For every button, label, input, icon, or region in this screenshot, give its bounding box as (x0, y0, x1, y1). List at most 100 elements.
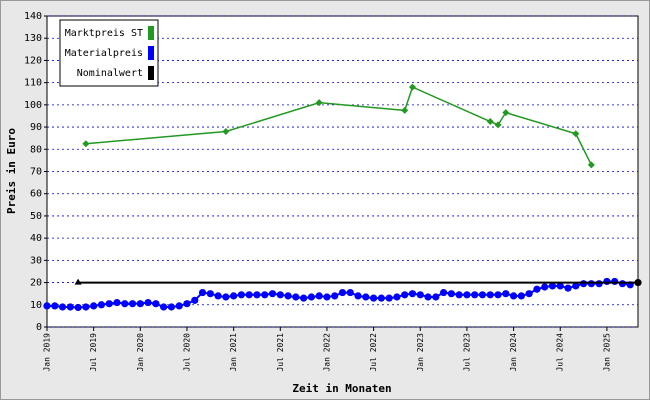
point (74, 278, 82, 285)
point (548, 282, 557, 290)
point (175, 302, 183, 310)
point (579, 280, 588, 288)
point (603, 277, 611, 286)
y-tick-label: 40 (30, 233, 42, 244)
legend-label: Materialpreis (65, 48, 143, 59)
point (144, 298, 152, 307)
point (533, 285, 541, 293)
x-tick-label: Jul 2021 (276, 333, 285, 372)
point (494, 121, 502, 129)
x-tick-label: Jan 2020 (136, 333, 145, 372)
point (517, 292, 525, 300)
point (393, 293, 401, 301)
point (377, 294, 385, 302)
point (105, 300, 113, 308)
point (222, 293, 230, 301)
point (346, 288, 354, 297)
point (331, 292, 339, 300)
x-tick-label: Jan 2024 (509, 333, 518, 372)
y-tick-label: 0 (36, 322, 42, 333)
point (167, 303, 176, 311)
point (90, 302, 98, 310)
point (416, 291, 424, 299)
point (439, 288, 448, 297)
y-tick-label: 30 (30, 255, 42, 266)
point (509, 292, 518, 300)
y-tick-label: 50 (30, 211, 42, 222)
y-tick-label: 130 (24, 33, 42, 44)
point (82, 140, 90, 148)
point (183, 300, 191, 308)
point (253, 291, 261, 299)
point (401, 291, 409, 299)
point (370, 294, 378, 302)
point (113, 298, 121, 307)
legend-label: Marktpreis ST (65, 28, 143, 39)
y-tick-label: 120 (24, 55, 42, 66)
series-line (85, 86, 593, 166)
point (66, 303, 74, 311)
x-tick-label: Jan 2025 (602, 333, 611, 372)
y-tick-label: 90 (30, 122, 42, 133)
point (478, 291, 487, 299)
point (525, 290, 533, 298)
point (541, 283, 549, 291)
point (245, 291, 253, 299)
point (237, 291, 246, 299)
point (74, 303, 82, 312)
point (214, 292, 222, 300)
y-tick-label: 110 (24, 78, 42, 89)
point (424, 293, 432, 301)
x-tick-label: Jan 2023 (416, 333, 425, 372)
y-tick-label: 100 (24, 100, 42, 111)
x-tick-label: Jan 2019 (43, 333, 52, 372)
point (276, 291, 284, 299)
point (471, 291, 479, 299)
y-tick-label: 140 (24, 11, 42, 22)
x-tick-label: Jul 2019 (89, 333, 98, 372)
point (323, 293, 331, 301)
y-tick-label: 80 (30, 144, 42, 155)
point (338, 288, 347, 297)
point (587, 161, 595, 169)
x-axis-title: Zeit in Monaten (292, 382, 391, 395)
point (587, 280, 595, 288)
point (230, 292, 238, 300)
point (206, 290, 214, 298)
point (121, 300, 129, 308)
point (595, 280, 603, 288)
point (611, 277, 619, 286)
point (494, 291, 502, 299)
point (432, 293, 440, 301)
legend-swatch (148, 46, 154, 60)
point (362, 293, 370, 301)
x-tick-label: Jul 2023 (462, 333, 471, 372)
legend-swatch (148, 66, 154, 80)
point (160, 303, 168, 311)
point (572, 282, 580, 290)
point (463, 291, 471, 299)
point (572, 130, 580, 138)
point (502, 290, 510, 298)
point (222, 128, 230, 136)
legend-label: Nominalwert (77, 68, 143, 79)
point (502, 109, 510, 117)
point (51, 302, 59, 310)
point (58, 303, 67, 311)
point (82, 303, 90, 311)
point (408, 290, 417, 298)
x-tick-label: Jan 2022 (322, 333, 331, 372)
x-tick-label: Jul 2024 (556, 333, 565, 372)
point (455, 291, 463, 299)
y-tick-label: 70 (30, 167, 42, 178)
point (284, 292, 292, 300)
point (315, 99, 323, 107)
point (556, 282, 564, 290)
point (401, 106, 409, 114)
legend-swatch (148, 26, 154, 40)
point (198, 288, 207, 297)
series-line (47, 280, 631, 309)
y-tick-label: 20 (30, 278, 42, 289)
point (486, 118, 494, 126)
